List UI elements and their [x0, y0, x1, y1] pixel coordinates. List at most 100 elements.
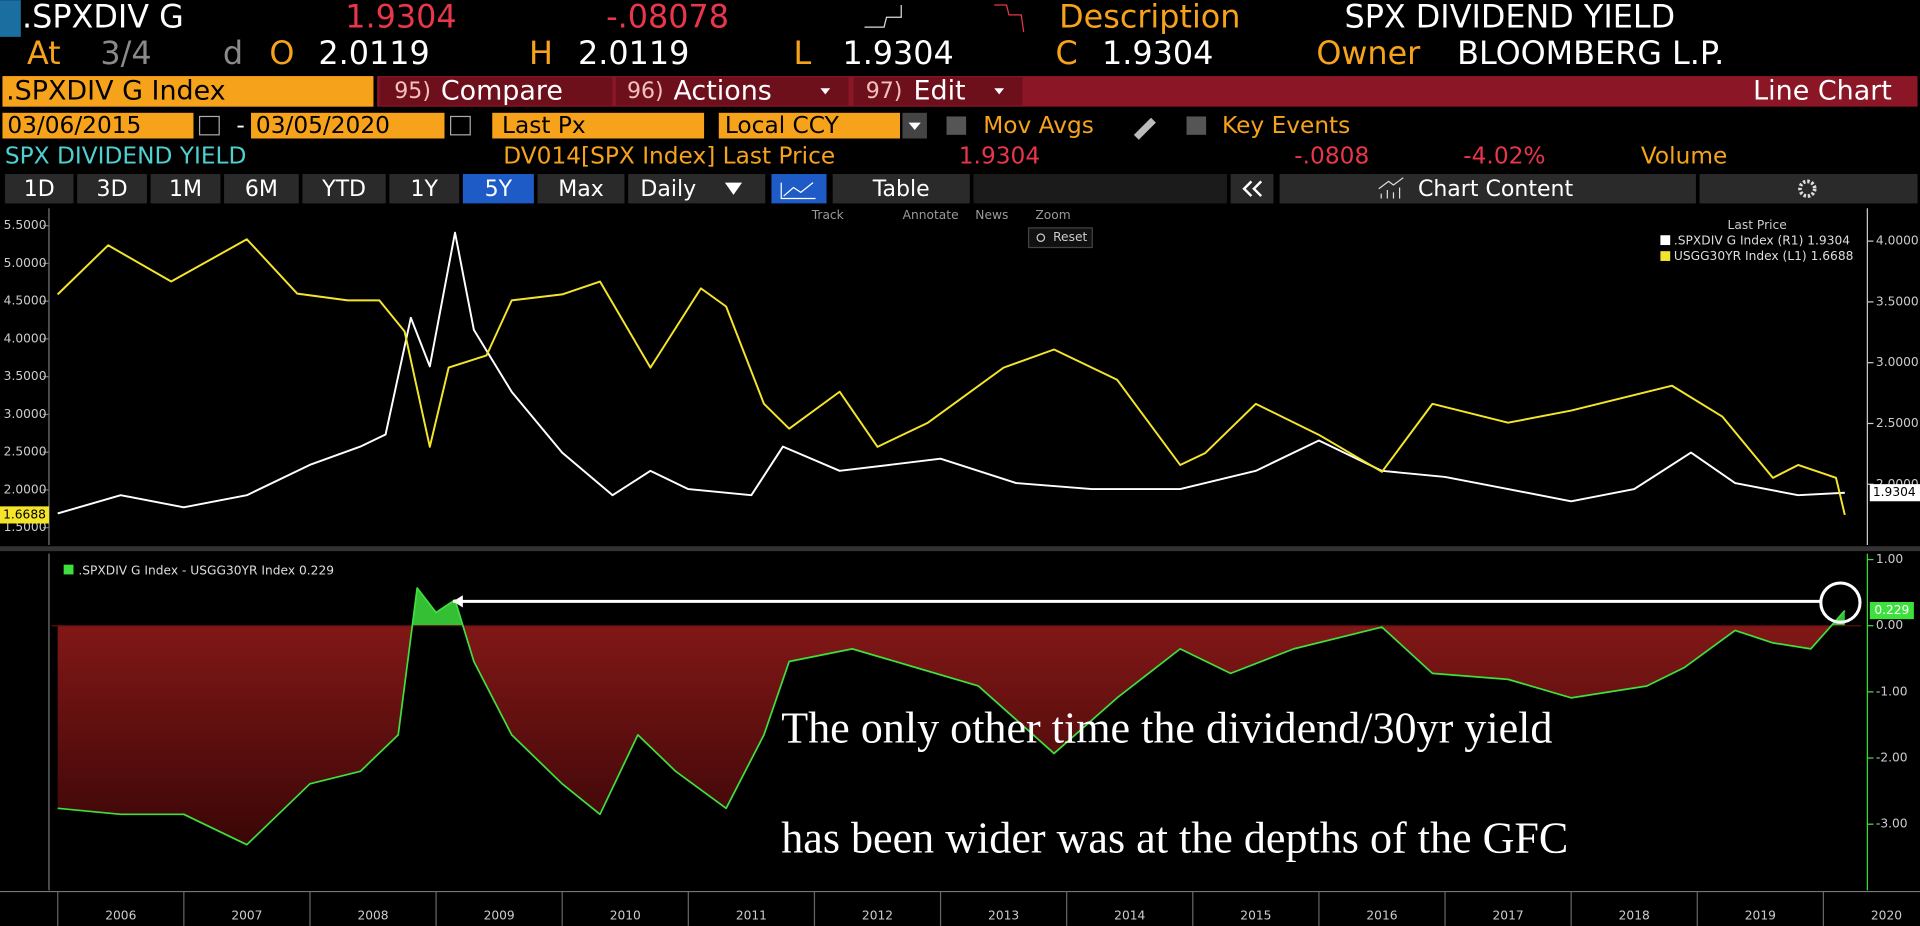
calendar-icon[interactable] — [198, 115, 220, 136]
header-change: -.08078 — [606, 0, 729, 36]
tab[interactable] — [77, 174, 147, 204]
info-source: DV014[SPX Index] Last Price — [503, 142, 835, 169]
plots — [51, 231, 1862, 846]
header-open-label: O — [269, 34, 294, 72]
calendar-icon[interactable] — [450, 115, 471, 136]
tab[interactable] — [4, 174, 74, 204]
chart-content: Chart Content — [1418, 177, 1574, 202]
chart-tools[interactable]: News — [975, 208, 1008, 222]
tab[interactable] — [150, 174, 221, 204]
legend-label: USGG30YR Index (L1) 1.6688 — [1674, 249, 1854, 263]
x-tick-label: 2017 — [1493, 909, 1524, 923]
settings-mov-avgs: Mov Avgs — [983, 112, 1094, 139]
info-pct: -4.02% — [1463, 142, 1545, 169]
y-tick-label: 4.0000 — [4, 331, 47, 345]
date-box[interactable] — [2, 112, 194, 139]
mini-chart-icon — [864, 5, 902, 28]
chart-panel — [0, 205, 1920, 926]
checkbox[interactable] — [946, 116, 967, 135]
date-box[interactable] — [251, 112, 445, 139]
tab[interactable] — [832, 174, 970, 204]
area-fill — [57, 625, 1845, 845]
tab[interactable] — [628, 174, 766, 204]
header-description-label: Description — [1059, 0, 1240, 36]
settings-button[interactable] — [1699, 174, 1918, 204]
y-tick-label: 1.5000 — [4, 520, 47, 534]
tabs: Max — [558, 177, 604, 202]
y-tick-label: 2.5000 — [4, 445, 47, 459]
currency-box[interactable] — [718, 112, 900, 139]
x-tick-label: 2006 — [105, 909, 136, 923]
collapse-icon — [1242, 180, 1263, 197]
table: Table — [872, 177, 930, 202]
chart-tools[interactable]: Track — [811, 208, 845, 222]
y-tick-label: 3.5000 — [4, 369, 47, 383]
x-tick-label: 2011 — [736, 909, 767, 923]
y2-tick-label: 3.5000 — [1876, 294, 1919, 308]
chart-tools[interactable]: Zoom — [1035, 208, 1070, 222]
last-value-label: 1.9304 — [1873, 485, 1916, 499]
tab[interactable] — [537, 174, 625, 204]
x-tick-label: 2014 — [1114, 909, 1145, 923]
pencil-icon[interactable] — [1133, 117, 1156, 140]
y2-tick-label: 2.5000 — [1876, 416, 1919, 430]
tab-bar — [973, 174, 1227, 204]
chart-tools[interactable]: Reset — [1053, 230, 1087, 244]
menu-items-label: Actions — [673, 75, 771, 106]
collapse-button[interactable] — [1230, 174, 1274, 204]
info-change: -.0808 — [1294, 142, 1369, 169]
annotation-arrow — [453, 595, 463, 608]
last-value-box — [1869, 484, 1920, 502]
x-tick-label: 2008 — [357, 909, 388, 923]
settings-dash: - — [236, 112, 244, 139]
checkbox[interactable] — [1186, 116, 1207, 135]
tab[interactable] — [302, 174, 386, 204]
tab[interactable] — [224, 174, 299, 204]
header-description: SPX DIVIDEND YIELD — [1344, 0, 1675, 36]
dropdown-arrow — [908, 122, 921, 130]
header-ticker: .SPXDIV G — [22, 0, 184, 36]
last-value-label: 1.6688 — [3, 507, 46, 521]
series-line — [56, 238, 1846, 516]
tabs: 1M — [169, 177, 202, 202]
header-open: 2.0119 — [318, 34, 429, 72]
reset-button[interactable] — [1027, 227, 1093, 249]
x-tick-label: 2007 — [231, 909, 262, 923]
x-tick-label: 2012 — [862, 909, 893, 923]
last-value-box — [1869, 602, 1914, 620]
tabs: 3D — [97, 177, 128, 202]
info-price: 1.9304 — [959, 142, 1040, 169]
y-tick-label: -1.00 — [1876, 684, 1908, 698]
x-tick-label: 2010 — [610, 909, 641, 923]
tab[interactable] — [462, 174, 534, 204]
security-box[interactable] — [2, 76, 374, 107]
legend-swatch — [63, 564, 74, 575]
menu-button[interactable] — [853, 77, 1023, 106]
y2-tick-label: 3.0000 — [1876, 355, 1919, 369]
header-low: 1.9304 — [842, 34, 953, 72]
header-high: 2.0119 — [578, 34, 689, 72]
tabs: 1D — [24, 177, 55, 202]
corner-block — [0, 0, 21, 37]
x-tick-label: 2016 — [1366, 909, 1397, 923]
header-owner-label: Owner — [1316, 34, 1421, 72]
tabs: 5Y — [485, 177, 513, 202]
menu-button[interactable] — [379, 77, 613, 106]
y-tick-label: 1.00 — [1876, 552, 1903, 566]
chart-tools[interactable]: Annotate — [903, 208, 959, 222]
annotation: has been wider was at the depths of the … — [781, 814, 1568, 863]
gear-icon — [1798, 179, 1817, 198]
tab[interactable] — [389, 174, 460, 204]
header-close-label: C — [1056, 34, 1078, 72]
series-line — [57, 587, 1846, 846]
menu-items-label: Edit — [913, 75, 965, 106]
info-volume: Volume — [1641, 142, 1727, 169]
legend-label: .SPXDIV G Index - USGG30YR Index 0.229 — [78, 563, 334, 577]
info-name: SPX DIVIDEND YIELD — [5, 142, 247, 169]
menu-security: .SPXDIV G Index — [6, 75, 226, 106]
field-box[interactable] — [492, 112, 705, 139]
tab[interactable] — [1279, 174, 1696, 204]
menu-button[interactable] — [615, 77, 849, 106]
header-d: d — [223, 34, 243, 72]
